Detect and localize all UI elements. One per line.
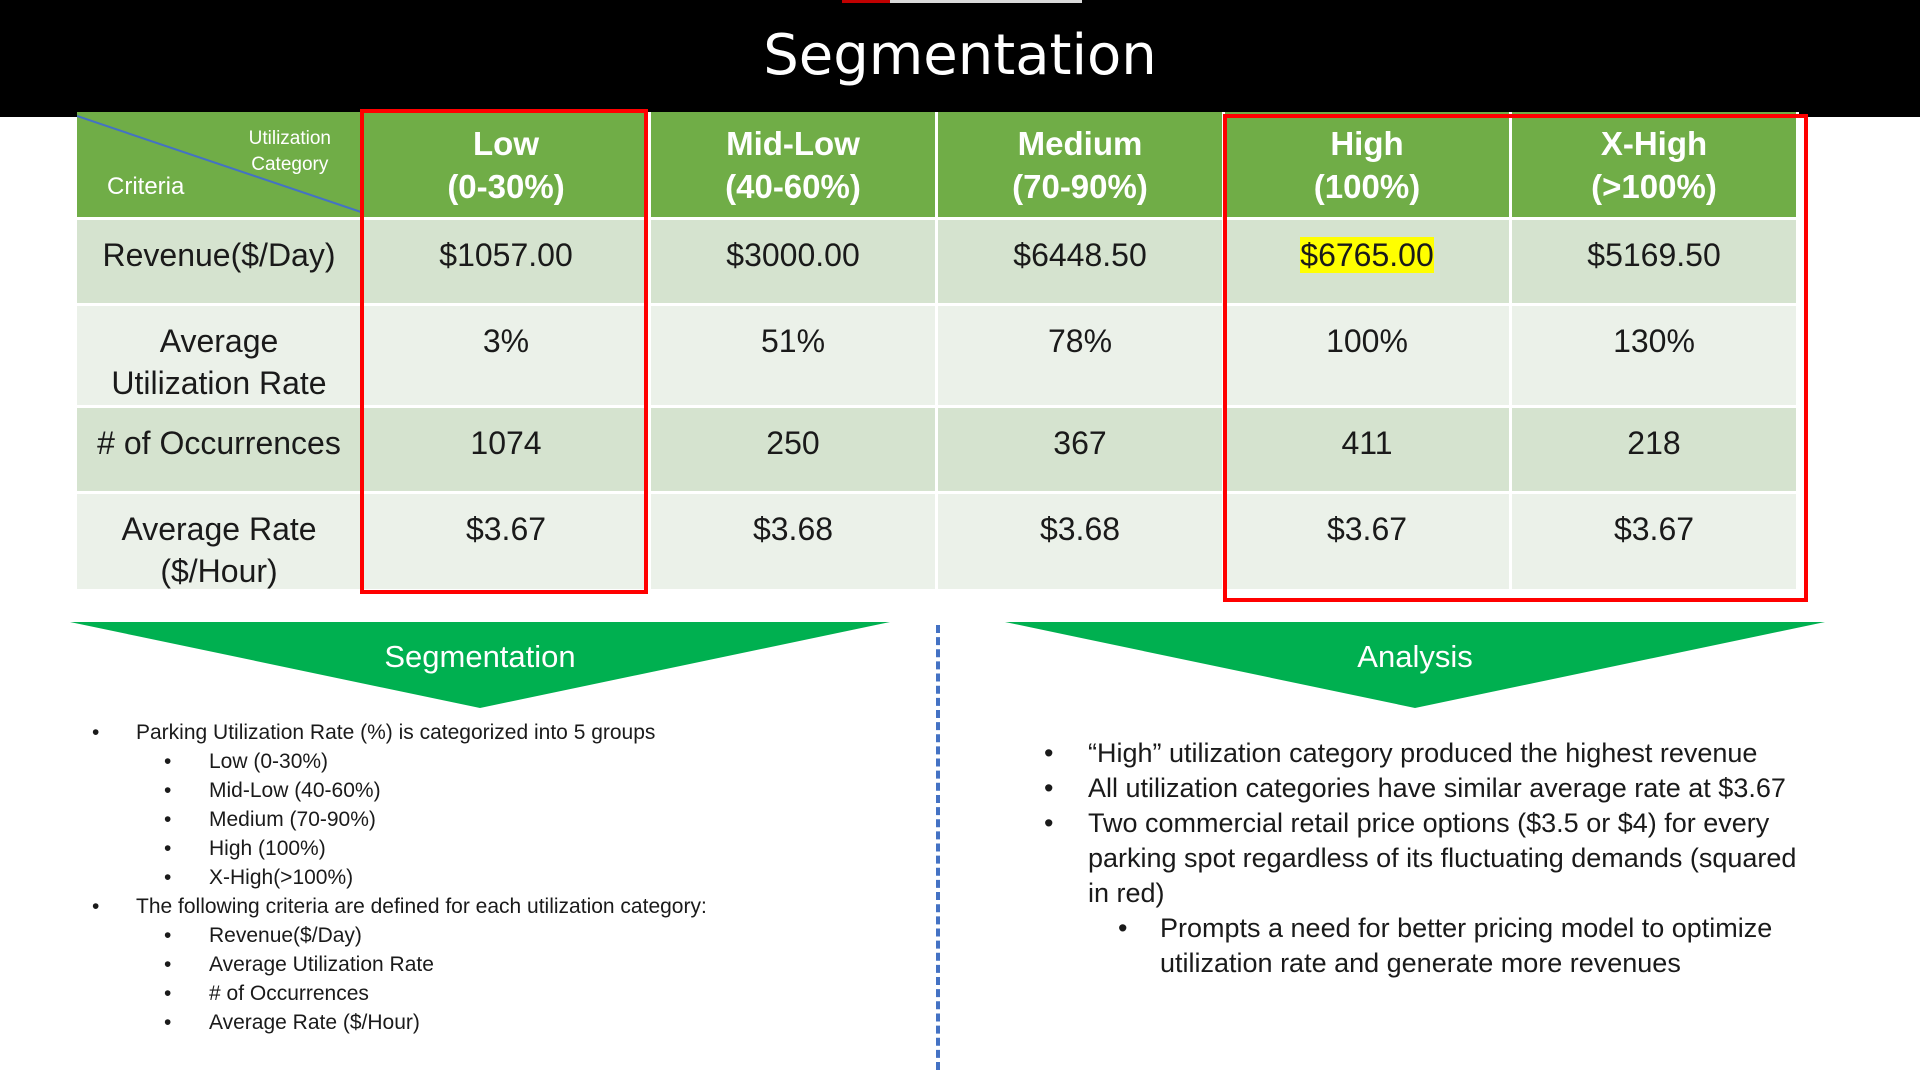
column-header-high: High (100%) [1225, 112, 1512, 220]
corner-diagonal-line [77, 115, 362, 213]
table-cell: 3% [364, 306, 651, 408]
segmentation-list: • Parking Utilization Rate (%) is categor… [92, 718, 912, 1037]
list-item: • All utilization categories have similar… [1044, 773, 1786, 803]
row-label-revenue: Revenue($/Day) [77, 220, 364, 306]
segmentation-banner-arrow [70, 622, 890, 708]
row-label-average-rate: Average Rate ($/Hour) [77, 494, 364, 592]
table-cell: $6765.00 [1225, 220, 1512, 306]
table-cell: $3.67 [364, 494, 651, 592]
slide-title: Segmentation [763, 23, 1157, 88]
list-item: • Revenue($/Day) [164, 924, 362, 947]
title-accent-line [842, 0, 1082, 3]
list-item: • X-High(>100%) [164, 866, 354, 889]
table-cell: $6448.50 [938, 220, 1225, 306]
list-item: • High (100%) [164, 837, 326, 860]
criteria-label: Criteria [107, 173, 185, 200]
list-item: • Two commercial retail price options ($3… [1044, 808, 1797, 908]
list-item: • “High” utilization category produced th… [1044, 738, 1758, 768]
red-box-low-column [360, 109, 648, 594]
table-cell: 130% [1512, 306, 1799, 408]
table-cell: $3.67 [1225, 494, 1512, 592]
list-item: • Mid-Low (40-60%) [164, 779, 381, 802]
table-cell: 51% [651, 306, 938, 408]
list-item: • The following criteria are defined for … [92, 895, 707, 918]
analysis-list: • “High” utilization category produced th… [1040, 736, 1860, 981]
table-cell: 78% [938, 306, 1225, 408]
list-item: • Average Utilization Rate [164, 953, 434, 976]
segmentation-banner-label: Segmentation [384, 639, 576, 674]
table-cell: $3.68 [651, 494, 938, 592]
table-cell: 367 [938, 408, 1225, 494]
table-cell: 250 [651, 408, 938, 494]
row-label-average-utilization-rate: Average Utilization Rate [77, 306, 364, 408]
column-header-low: Low (0-30%) [364, 112, 651, 220]
list-item: • Medium (70-90%) [164, 808, 376, 831]
column-header-mid-low: Mid-Low (40-60%) [651, 112, 938, 220]
list-item: • # of Occurrences [164, 982, 369, 1005]
row-label-occurrences: # of Occurrences [77, 408, 364, 494]
table-cell: $5169.50 [1512, 220, 1799, 306]
column-header-x-high: X-High (>100%) [1512, 112, 1799, 220]
segmentation-table: Utilization Category Criteria Low (0-30%)… [77, 112, 1799, 592]
analysis-banner-label: Analysis [1357, 639, 1473, 674]
list-item: • Prompts a need for better pricing model… [1118, 913, 1773, 978]
table-cell: 218 [1512, 408, 1799, 494]
segmentation-banner: Segmentation [70, 622, 890, 708]
table-cell: $3.68 [938, 494, 1225, 592]
list-item: • Low (0-30%) [164, 750, 329, 773]
table-cell: $3000.00 [651, 220, 938, 306]
table-cell: 1074 [364, 408, 651, 494]
analysis-banner: Analysis [1005, 622, 1825, 708]
highlighted-revenue: $6765.00 [1300, 237, 1434, 273]
table-cell: 411 [1225, 408, 1512, 494]
list-item: • Average Rate ($/Hour) [164, 1011, 420, 1034]
analysis-banner-arrow [1005, 622, 1825, 708]
column-header-medium: Medium (70-90%) [938, 112, 1225, 220]
vertical-divider [936, 625, 940, 1070]
utilization-category-label: Utilization Category [248, 128, 331, 175]
table-cell: $1057.00 [364, 220, 651, 306]
title-bar [0, 0, 1920, 117]
table-cell: $3.67 [1512, 494, 1799, 592]
red-box-high-columns [1223, 114, 1808, 602]
table-corner-cell: Utilization Category Criteria [77, 112, 364, 220]
list-item: • Parking Utilization Rate (%) is categor… [92, 721, 656, 744]
table-cell: 100% [1225, 306, 1512, 408]
